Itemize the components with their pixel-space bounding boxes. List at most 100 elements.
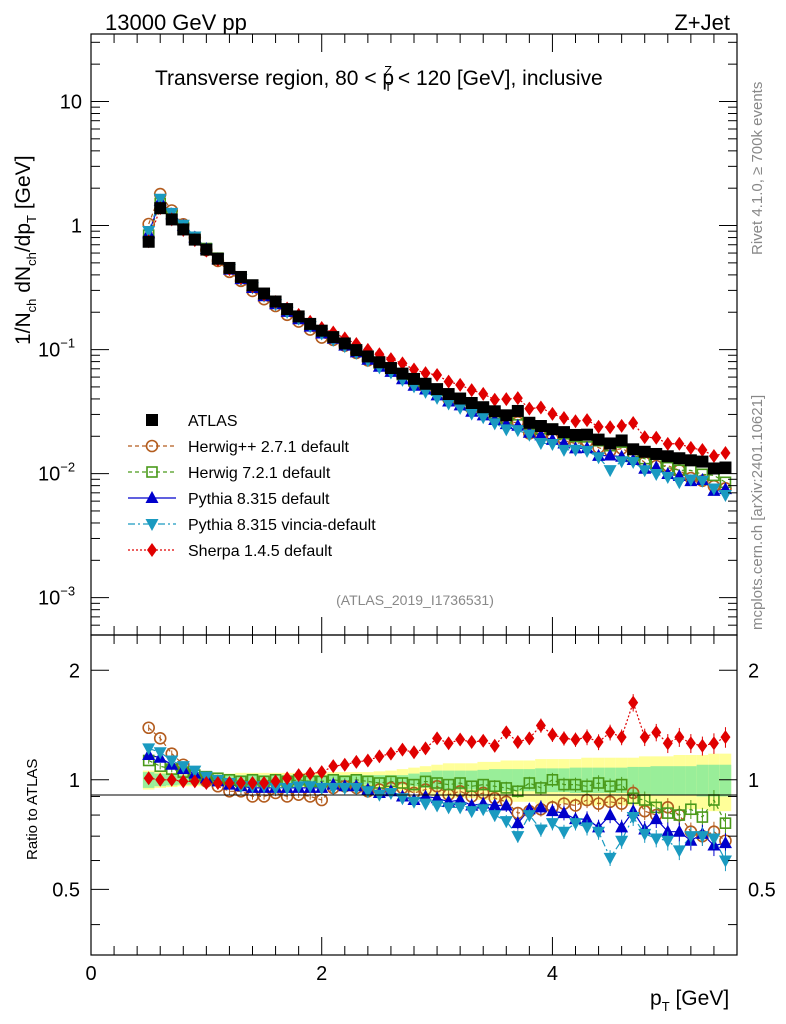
ratio-data-point: [166, 772, 177, 787]
atlas-data-point: [304, 317, 317, 330]
ratio-data-point: [592, 826, 606, 839]
ratio-data-point: [604, 780, 616, 793]
ratio-data-point: [396, 777, 409, 789]
ratio-data-point: [685, 736, 696, 751]
ratio-data-point: [661, 807, 674, 819]
atlas-data-point: [281, 303, 294, 316]
atlas-data-point: [165, 213, 178, 226]
ratio-data-point: [478, 733, 489, 748]
ratio-band-inner: [500, 769, 513, 792]
ratio-y-tick-label: 1: [69, 770, 80, 792]
ratio-data-point: [615, 778, 628, 791]
atlas-data-point: [373, 356, 386, 369]
ratio-band-inner: [638, 766, 651, 794]
main-data-point: [522, 429, 536, 442]
main-data-point: [674, 436, 685, 451]
ratio-data-point: [582, 730, 593, 745]
x-tick-label: 2: [316, 963, 327, 985]
atlas-data-point: [258, 287, 271, 300]
x-axis-label: pT [GeV]: [650, 987, 729, 1014]
ratio-data-point: [662, 736, 673, 751]
side-mcplots-label: mcplots.cern.ch [arXiv:2401.10621]: [749, 395, 766, 630]
atlas-data-point: [627, 443, 640, 456]
ratio-data-point: [522, 810, 536, 823]
main-data-point: [419, 386, 433, 399]
ratio-data-point: [592, 797, 605, 810]
ratio-data-point: [674, 730, 685, 745]
main-data-point: [626, 457, 640, 470]
main-data-point: [489, 392, 500, 407]
ratio-data-point: [338, 782, 352, 795]
ratio-data-point: [326, 782, 340, 795]
atlas-data-point: [477, 401, 490, 414]
main-data-point: [695, 475, 709, 488]
main-series-markers: [142, 187, 732, 503]
ratio-data-point: [512, 735, 523, 750]
ratio-data-point: [142, 743, 156, 756]
legend-label: ATLAS: [188, 413, 238, 430]
atlas-data-point: [396, 367, 409, 380]
ratio-data-point: [453, 802, 467, 815]
ratio-data-point: [593, 735, 604, 750]
main-data-point: [649, 468, 663, 481]
ratio-series-markers: [142, 694, 732, 872]
ratio-data-point: [628, 695, 639, 710]
atlas-data-point: [650, 447, 663, 460]
main-data-point: [511, 425, 525, 438]
main-data-point: [476, 412, 490, 425]
main-y-tick-label: 10: [60, 91, 82, 113]
y-axis-label-main: 1/Nch dNch/dpT [GeV]: [12, 155, 39, 345]
ratio-data-point: [293, 768, 304, 783]
ratio-data-point: [500, 782, 513, 794]
ratio-data-point: [661, 824, 675, 837]
ratio-data-point: [142, 721, 155, 735]
main-data-point: [651, 430, 662, 445]
main-data-point: [603, 465, 617, 478]
ratio-data-point: [603, 852, 617, 865]
ratio-data-point: [349, 782, 363, 795]
ratio-data-point: [153, 732, 167, 745]
ratio-data-point: [178, 774, 189, 789]
ratio-band-inner: [650, 766, 663, 795]
atlas-data-point: [315, 324, 328, 337]
atlas-data-point: [569, 428, 582, 441]
atlas-data-point: [350, 344, 363, 357]
ratio-y-tick-label: 0.5: [52, 879, 80, 901]
main-data-point: [662, 436, 673, 451]
ratio-data-point: [499, 816, 513, 829]
atlas-data-point: [684, 454, 697, 467]
main-data-point: [397, 356, 408, 371]
ratio-band-inner: [662, 766, 674, 795]
ratio-data-point: [443, 736, 454, 751]
atlas-data-point: [454, 392, 467, 405]
y-axis-label-ratio: Ratio to ATLAS: [24, 759, 41, 860]
ratio-data-point: [385, 746, 396, 761]
ratio-data-point: [315, 782, 329, 795]
ratio-data-point: [395, 793, 409, 806]
legend-label: Sherpa 1.4.5 default: [188, 543, 333, 560]
main-data-point: [720, 445, 731, 460]
ratio-data-point: [488, 780, 501, 793]
legend: ATLAS Herwig++ 2.7.1 default Herwig 7.2.1 …: [128, 413, 376, 560]
main-data-point: [488, 418, 502, 431]
ratio-data-point: [282, 771, 293, 786]
ratio-data-point: [270, 774, 281, 789]
ratio-data-point: [534, 824, 548, 837]
atlas-data-point: [592, 433, 605, 446]
main-y-tick-label: 10−1: [38, 336, 75, 362]
legend-marker: [145, 491, 159, 503]
atlas-data-point: [615, 434, 628, 447]
ratio-data-point: [615, 797, 628, 810]
ratio-data-point: [430, 800, 444, 813]
atlas-data-point: [534, 420, 547, 433]
analysis-id: (ATLAS_2019_I1736531): [336, 592, 494, 608]
atlas-data-point: [661, 450, 674, 463]
atlas-data-point: [419, 377, 432, 390]
atlas-data-point: [338, 337, 351, 350]
ratio-data-point: [580, 812, 594, 825]
atlas-data-point: [361, 350, 374, 363]
main-data-point: [501, 392, 512, 407]
ratio-data-point: [649, 833, 663, 846]
legend-label: Herwig++ 2.7.1 default: [188, 439, 350, 456]
ratio-data-point: [661, 835, 675, 848]
